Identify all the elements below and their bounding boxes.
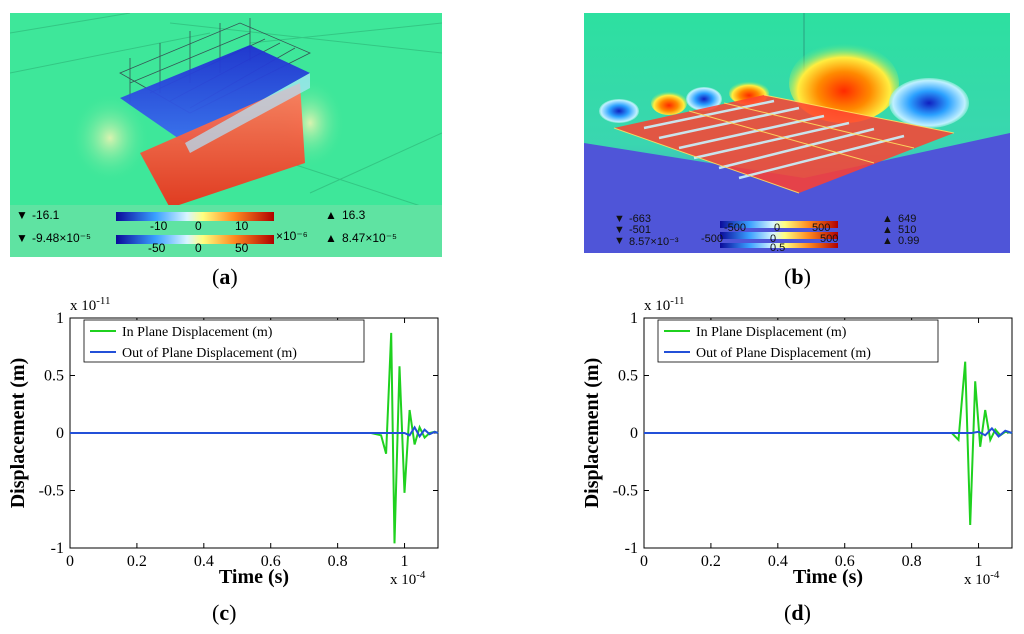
legend-b-row2-tick: 0 — [770, 233, 777, 245]
y-tick-label: -0.5 — [613, 483, 638, 500]
x-tick-label: 0.4 — [194, 553, 214, 570]
x-axis-label: Time (s) — [793, 566, 863, 588]
legend-label-out-of-plane: Out of Plane Displacement (m) — [696, 346, 871, 361]
series-line-out-of-plane — [70, 425, 439, 439]
legend-b-row1-tick: 0 — [774, 222, 781, 234]
legend-a-row1-tick: -10 — [150, 219, 168, 233]
y-tick-label: -0.5 — [39, 483, 64, 500]
x-tick-label: 1 — [975, 553, 983, 570]
x-tick-label: 0.4 — [768, 553, 788, 570]
legend-a-min-marker: ▼ — [16, 231, 28, 245]
legend-b-max-marker: ▲ — [882, 224, 893, 236]
caption-a: (a) — [212, 264, 238, 289]
y-tick-label: -1 — [625, 540, 638, 557]
legend-a-min-marker: ▼ — [16, 208, 28, 222]
transducer-array — [614, 95, 954, 193]
legend-b-row3-min: 8.57×10⁻³ — [629, 236, 679, 248]
series-line-out-of-plane — [644, 426, 1013, 438]
legend-label-in-plane: In Plane Displacement (m) — [696, 325, 847, 340]
blue-block — [120, 45, 310, 143]
chart-c: 0 0.2 0.4 0.6 0.8 1 -1 -0.5 0 0.5 1 x 10-11 x 10-4… — [7, 295, 439, 588]
legend-b-row2-tick: 500 — [820, 233, 839, 245]
legend-label-in-plane: In Plane Displacement (m) — [122, 325, 273, 340]
y-tick-label: -1 — [51, 540, 64, 557]
chart-d-plot: 0 0.2 0.4 0.6 0.8 1 -1 -0.5 0 0.5 1 x 10-11 x 10-4… — [581, 295, 1013, 588]
legend-a-row1-max: 16.3 — [342, 208, 366, 222]
legend-b-row1-tick: 500 — [812, 222, 831, 234]
x-tick-label: 0.2 — [701, 553, 721, 570]
x-tick-label: 1 — [401, 553, 409, 570]
legend-b-row2-tick: -500 — [701, 233, 724, 245]
colorbar-a-row2 — [116, 235, 274, 244]
colorbar-b-row1 — [720, 221, 838, 228]
x-tick-label: 0 — [640, 553, 648, 570]
legend-a-max-marker: ▲ — [325, 208, 337, 222]
y-tick-label: 0 — [56, 425, 64, 442]
x-exponent-label: x 10-4 — [390, 569, 426, 588]
chart-c-plot: 0 0.2 0.4 0.6 0.8 1 -1 -0.5 0 0.5 1 x 10-11 x 10-4… — [7, 295, 439, 588]
legend-a-row2-min: -9.48×10⁻⁵ — [32, 231, 92, 245]
x-tick-label: 0.8 — [328, 553, 348, 570]
y-tick-label: 0.5 — [618, 368, 638, 385]
legend-b-row1-min: -663 — [629, 213, 652, 225]
legend-a-row1-tick: 0 — [195, 219, 202, 233]
caption-c: (c) — [212, 600, 237, 625]
legend-b-max-marker: ▲ — [882, 235, 893, 247]
legend-b-row1-tick: -500 — [724, 222, 747, 234]
legend-b-row3-tick: 0.5 — [770, 242, 786, 254]
legend-b-min-marker: ▼ — [614, 224, 625, 236]
legend-b-min-marker: ▼ — [614, 213, 625, 225]
caption-d: (d) — [784, 600, 811, 625]
legend-a-row2-scale: ×10⁻⁶ — [276, 229, 308, 243]
legend-a-row2-tick: 50 — [235, 241, 249, 255]
y-exponent-label: x 10-11 — [70, 295, 111, 314]
x-tick-label: 0.8 — [902, 553, 922, 570]
panel-a-field-image — [10, 13, 442, 257]
legend-b-row1-max: 649 — [898, 213, 917, 225]
legend-b-max-marker: ▲ — [882, 213, 893, 225]
colorbar-b-row2 — [720, 232, 838, 239]
x-tick-label: 0.6 — [835, 553, 855, 570]
legend-a-row1-min: -16.1 — [32, 208, 60, 222]
x-exponent-label: x 10-4 — [964, 569, 1000, 588]
legend: In Plane Displacement (m) Out of Plane D… — [657, 319, 939, 363]
floor-plane — [584, 133, 1010, 253]
legend-box — [83, 319, 365, 363]
y-tick-label: 0 — [630, 425, 638, 442]
y-tick-label: 1 — [56, 310, 64, 327]
legend-a-row2-tick: 0 — [195, 241, 202, 255]
legend-box — [657, 319, 939, 363]
legend-b-row3-max: 0.99 — [898, 235, 920, 247]
chart-d: 0 0.2 0.4 0.6 0.8 1 -1 -0.5 0 0.5 1 x 10-11 x 10-4… — [581, 295, 1013, 588]
y-tick-label: 0.5 — [44, 368, 64, 385]
x-tick-label: 0.6 — [261, 553, 281, 570]
legend-b-min-marker: ▼ — [614, 235, 625, 247]
legend-b-row2-max: 510 — [898, 224, 917, 236]
legend-b-row2-min: -501 — [629, 224, 652, 236]
legend-a-max-marker: ▲ — [325, 231, 337, 245]
legend-label-out-of-plane: Out of Plane Displacement (m) — [122, 346, 297, 361]
caption-b: (b) — [784, 264, 811, 289]
legend-a-row1-tick: 10 — [235, 219, 249, 233]
legend-a-row2-tick: -50 — [148, 241, 166, 255]
legend-a-row2-max: 8.47×10⁻⁵ — [342, 231, 398, 245]
x-tick-label: 0 — [66, 553, 74, 570]
x-axis-label: Time (s) — [219, 566, 289, 588]
legend: In Plane Displacement (m) Out of Plane D… — [83, 319, 365, 363]
y-axis-label: Displacement (m) — [7, 358, 29, 509]
x-tick-label: 0.2 — [127, 553, 147, 570]
series-line-in-plane — [70, 332, 439, 544]
panel-b-field-image — [584, 13, 1010, 253]
y-axis-label: Displacement (m) — [581, 358, 603, 509]
red-block — [140, 83, 305, 208]
colorbar-a-row1 — [116, 212, 274, 221]
colorbar-b-row3 — [720, 243, 838, 248]
y-exponent-label: x 10-11 — [644, 295, 685, 314]
y-tick-label: 1 — [630, 310, 638, 327]
